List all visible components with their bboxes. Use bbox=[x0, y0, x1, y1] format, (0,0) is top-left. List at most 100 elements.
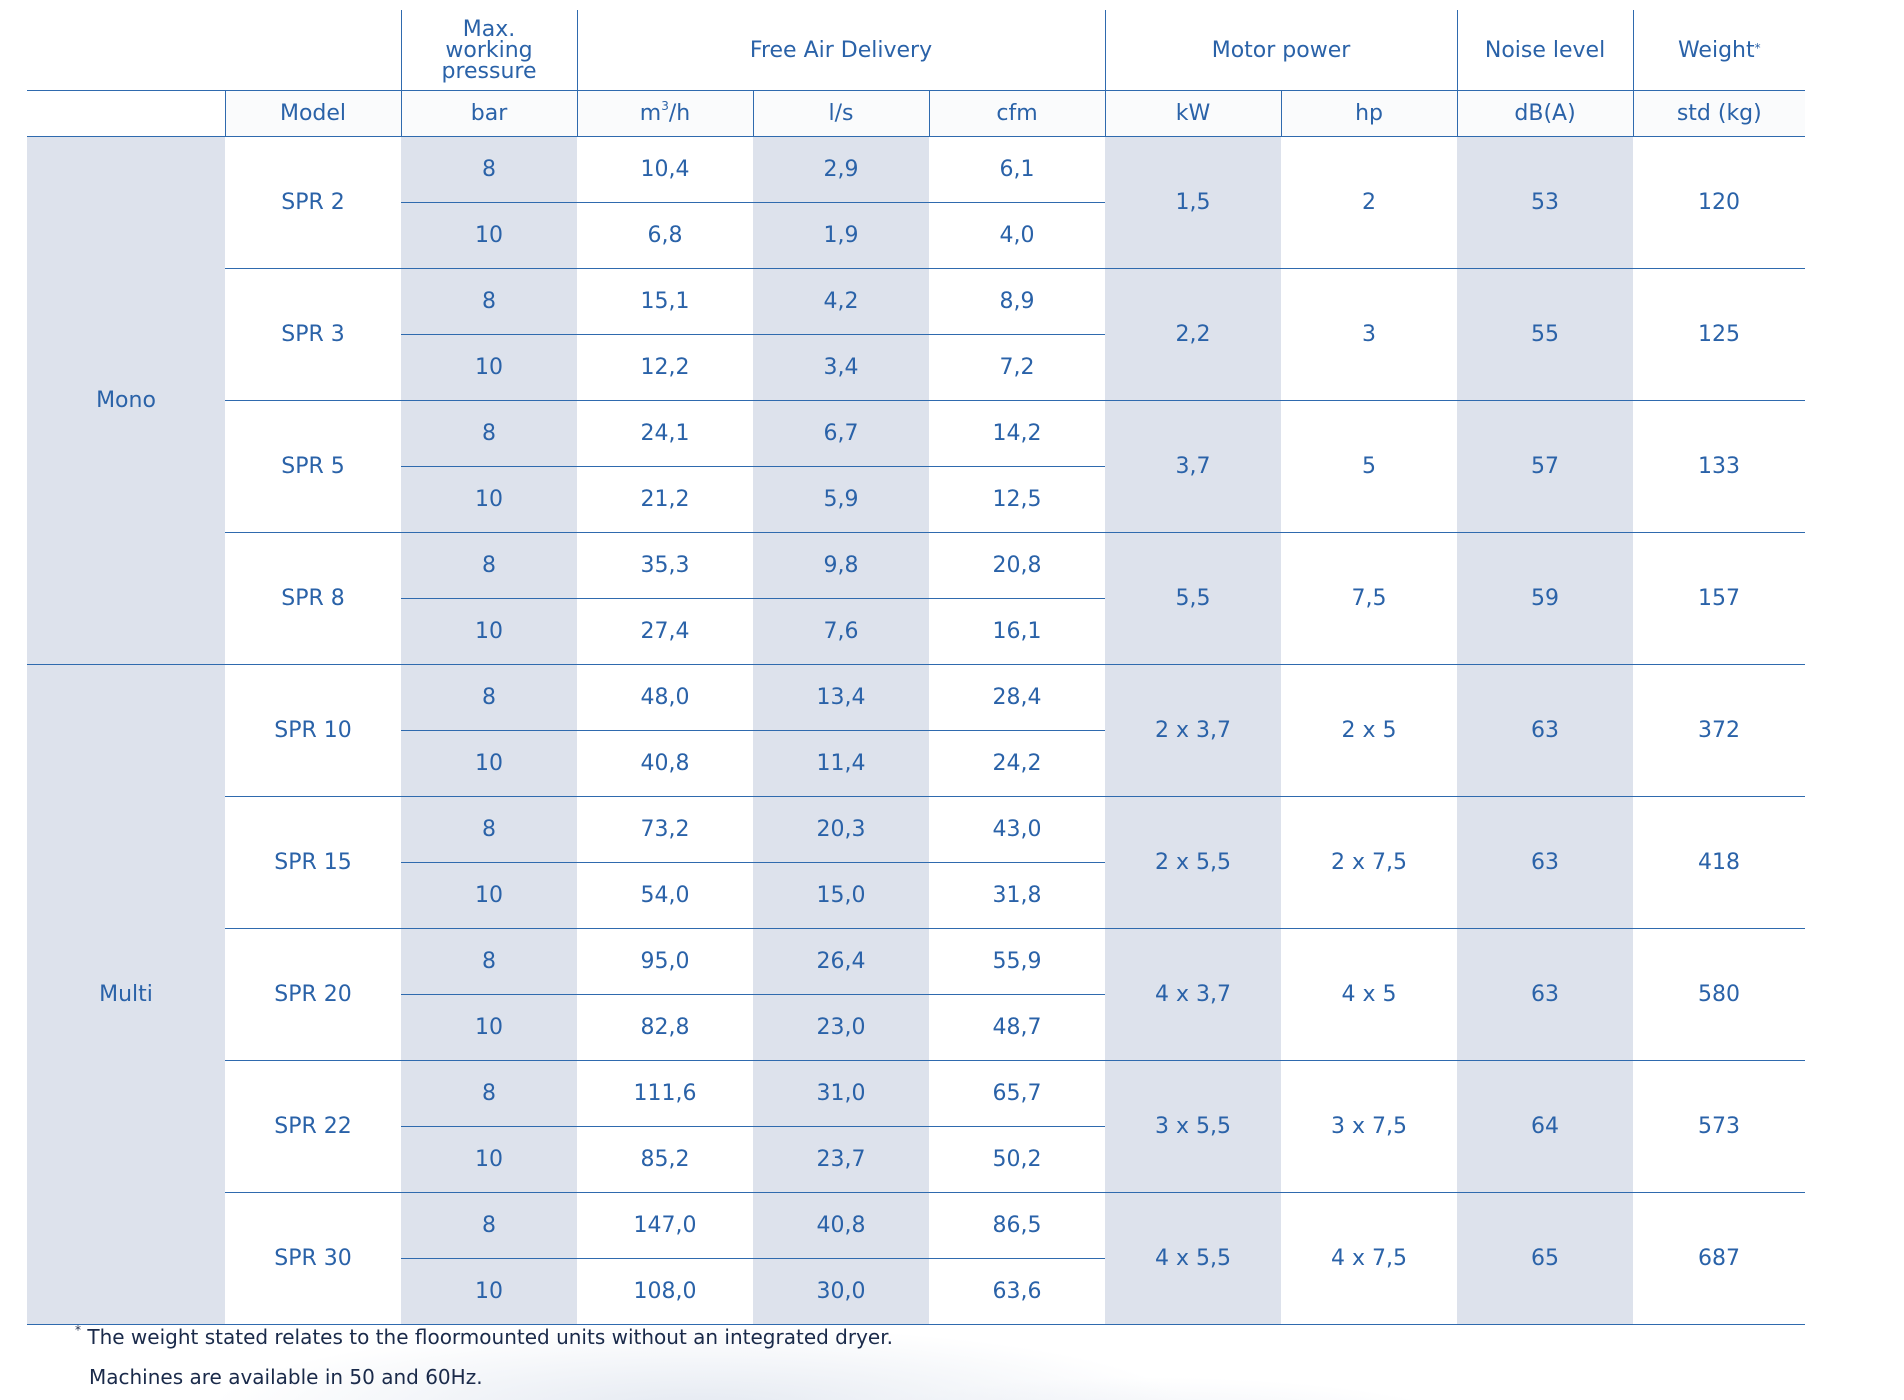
model-cell: SPR 10 bbox=[225, 664, 401, 797]
unit-m3h-base: m bbox=[639, 101, 662, 126]
bar-cell: 10 bbox=[401, 862, 577, 929]
table-row: SPR 15 8 73,2 20,3 43,0 2 x 5,5 2 x 7,5 63 418 bbox=[27, 796, 1806, 929]
table-row: 10 82,8 23,0 48,7 bbox=[27, 994, 1805, 1061]
model-cell: SPR 2 bbox=[225, 136, 401, 269]
ls-cell: 2,9 bbox=[753, 136, 929, 203]
header-blank bbox=[27, 10, 401, 91]
unit-bar: bar bbox=[400, 90, 577, 137]
m3h-cell: 48,0 bbox=[577, 664, 753, 731]
table-row: Mono SPR 2 8 10,4 2,9 6,1 1,5 2 53 120 bbox=[27, 136, 1806, 665]
unit-hp: hp bbox=[1280, 90, 1458, 137]
table-row: 10 21,2 5,9 12,5 bbox=[27, 466, 1805, 533]
table-row: SPR 20 8 95,0 26,4 55,9 4 x 3,7 4 x 5 63 580 bbox=[27, 928, 1806, 1061]
m3h-cell: 108,0 bbox=[577, 1258, 753, 1325]
hp-cell: 4 x 5 bbox=[1281, 928, 1458, 1061]
bar-cell: 8 bbox=[401, 400, 577, 467]
kw-cell: 4 x 5,5 bbox=[1105, 1192, 1282, 1325]
bar-cell: 8 bbox=[401, 136, 577, 203]
m3h-cell: 54,0 bbox=[577, 862, 753, 929]
bar-cell: 8 bbox=[401, 1192, 577, 1259]
unit-kg: std (kg) bbox=[1632, 90, 1806, 137]
db-cell: 57 bbox=[1457, 400, 1634, 533]
cfm-cell: 43,0 bbox=[929, 796, 1106, 863]
cfm-cell: 50,2 bbox=[929, 1126, 1106, 1193]
db-cell: 65 bbox=[1457, 1192, 1634, 1325]
cfm-cell: 31,8 bbox=[929, 862, 1106, 929]
bar-cell: 8 bbox=[401, 268, 577, 335]
ls-cell: 31,0 bbox=[753, 1060, 929, 1127]
db-cell: 53 bbox=[1457, 136, 1634, 269]
header-free-air-delivery: Free Air Delivery bbox=[576, 10, 1106, 91]
group-label: Multi bbox=[27, 664, 225, 1325]
cfm-cell: 4,0 bbox=[929, 202, 1106, 269]
bar-cell: 10 bbox=[401, 730, 577, 797]
table-row: 10 6,8 1,9 4,0 bbox=[27, 202, 1805, 269]
bar-cell: 10 bbox=[401, 1126, 577, 1193]
cfm-cell: 24,2 bbox=[929, 730, 1106, 797]
kg-cell: 573 bbox=[1633, 1060, 1806, 1193]
model-cell: SPR 5 bbox=[225, 400, 401, 533]
bar-cell: 10 bbox=[401, 334, 577, 401]
db-cell: 59 bbox=[1457, 532, 1634, 665]
hp-cell: 4 x 7,5 bbox=[1281, 1192, 1458, 1325]
ls-cell: 15,0 bbox=[753, 862, 929, 929]
m3h-cell: 147,0 bbox=[577, 1192, 753, 1259]
m3h-cell: 15,1 bbox=[577, 268, 753, 335]
kw-cell: 5,5 bbox=[1105, 532, 1282, 665]
ls-cell: 4,2 bbox=[753, 268, 929, 335]
unit-blank bbox=[27, 90, 225, 137]
unit-ls: l/s bbox=[752, 90, 929, 137]
table-row: 10 27,4 7,6 16,1 bbox=[27, 598, 1805, 665]
kw-cell: 2,2 bbox=[1105, 268, 1282, 401]
m3h-cell: 12,2 bbox=[577, 334, 753, 401]
ls-cell: 26,4 bbox=[753, 928, 929, 995]
hp-cell: 5 bbox=[1281, 400, 1458, 533]
header-row-categories: Max. working pressure Free Air Delivery … bbox=[27, 10, 1806, 91]
footnote-frequency: Machines are available in 50 and 60Hz. bbox=[89, 1365, 483, 1389]
table-row: SPR 22 8 111,6 31,0 65,7 3 x 5,5 3 x 7,5 64 573 bbox=[27, 1060, 1806, 1193]
table-row: 10 85,2 23,7 50,2 bbox=[27, 1126, 1805, 1193]
specifications-table: Max. working pressure Free Air Delivery … bbox=[27, 10, 1806, 1325]
kg-cell: 580 bbox=[1633, 928, 1806, 1061]
m3h-cell: 6,8 bbox=[577, 202, 753, 269]
hp-cell: 3 bbox=[1281, 268, 1458, 401]
m3h-cell: 24,1 bbox=[577, 400, 753, 467]
kw-cell: 3 x 5,5 bbox=[1105, 1060, 1282, 1193]
bar-cell: 8 bbox=[401, 928, 577, 995]
kg-cell: 120 bbox=[1633, 136, 1806, 269]
kw-cell: 2 x 5,5 bbox=[1105, 796, 1282, 929]
header-motor-power: Motor power bbox=[1104, 10, 1458, 91]
ls-cell: 5,9 bbox=[753, 466, 929, 533]
header-pressure-line-3: pressure bbox=[441, 58, 537, 84]
table-row: SPR 5 8 24,1 6,7 14,2 3,7 5 57 133 bbox=[27, 400, 1806, 533]
ls-cell: 30,0 bbox=[753, 1258, 929, 1325]
kg-cell: 125 bbox=[1633, 268, 1806, 401]
header-pressure-line-1: Max. bbox=[462, 16, 516, 42]
cfm-cell: 63,6 bbox=[929, 1258, 1106, 1325]
table-row: 10 12,2 3,4 7,2 bbox=[27, 334, 1805, 401]
kg-cell: 418 bbox=[1633, 796, 1806, 929]
bar-cell: 8 bbox=[401, 796, 577, 863]
hp-cell: 7,5 bbox=[1281, 532, 1458, 665]
ls-cell: 11,4 bbox=[753, 730, 929, 797]
model-cell: SPR 8 bbox=[225, 532, 401, 665]
header-pressure-line-2: working bbox=[445, 37, 533, 63]
ls-cell: 3,4 bbox=[753, 334, 929, 401]
bar-cell: 10 bbox=[401, 1258, 577, 1325]
db-cell: 55 bbox=[1457, 268, 1634, 401]
m3h-cell: 85,2 bbox=[577, 1126, 753, 1193]
unit-kw: kW bbox=[1104, 90, 1282, 137]
kw-cell: 3,7 bbox=[1105, 400, 1282, 533]
db-cell: 63 bbox=[1457, 928, 1634, 1061]
table-row: SPR 30 8 147,0 40,8 86,5 4 x 5,5 4 x 7,5 65 687 bbox=[27, 1192, 1806, 1325]
m3h-cell: 35,3 bbox=[577, 532, 753, 599]
kg-cell: 157 bbox=[1633, 532, 1806, 665]
db-cell: 64 bbox=[1457, 1060, 1634, 1193]
db-cell: 63 bbox=[1457, 664, 1634, 797]
m3h-cell: 10,4 bbox=[577, 136, 753, 203]
cfm-cell: 16,1 bbox=[929, 598, 1106, 665]
table-row: SPR 3 8 15,1 4,2 8,9 2,2 3 55 125 bbox=[27, 268, 1806, 401]
unit-m3h: m3/h bbox=[576, 90, 753, 137]
m3h-cell: 111,6 bbox=[577, 1060, 753, 1127]
model-cell: SPR 15 bbox=[225, 796, 401, 929]
